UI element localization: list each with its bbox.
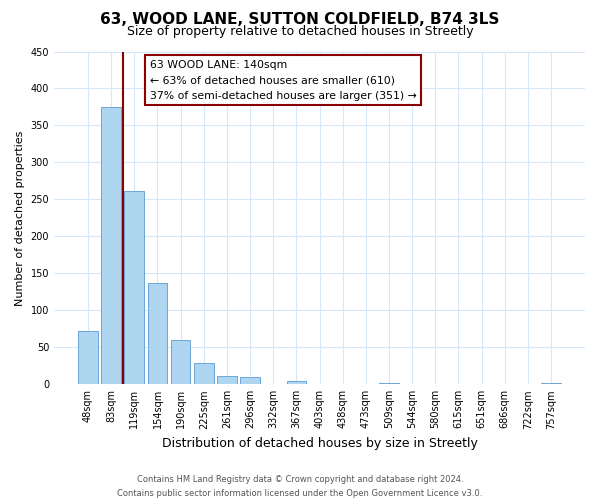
- Bar: [379, 383, 399, 384]
- Y-axis label: Number of detached properties: Number of detached properties: [15, 130, 25, 306]
- Bar: [78, 331, 98, 384]
- Bar: [217, 376, 237, 384]
- Bar: [240, 377, 260, 384]
- X-axis label: Distribution of detached houses by size in Streetly: Distribution of detached houses by size …: [161, 437, 478, 450]
- Bar: [541, 383, 561, 384]
- Text: Size of property relative to detached houses in Streetly: Size of property relative to detached ho…: [127, 25, 473, 38]
- Bar: [194, 363, 214, 384]
- Bar: [148, 283, 167, 384]
- Text: 63 WOOD LANE: 140sqm
← 63% of detached houses are smaller (610)
37% of semi-deta: 63 WOOD LANE: 140sqm ← 63% of detached h…: [149, 60, 416, 101]
- Text: Contains HM Land Registry data © Crown copyright and database right 2024.
Contai: Contains HM Land Registry data © Crown c…: [118, 476, 482, 498]
- Bar: [171, 340, 190, 384]
- Text: 63, WOOD LANE, SUTTON COLDFIELD, B74 3LS: 63, WOOD LANE, SUTTON COLDFIELD, B74 3LS: [100, 12, 500, 28]
- Bar: [287, 380, 306, 384]
- Bar: [124, 190, 144, 384]
- Bar: [101, 107, 121, 384]
